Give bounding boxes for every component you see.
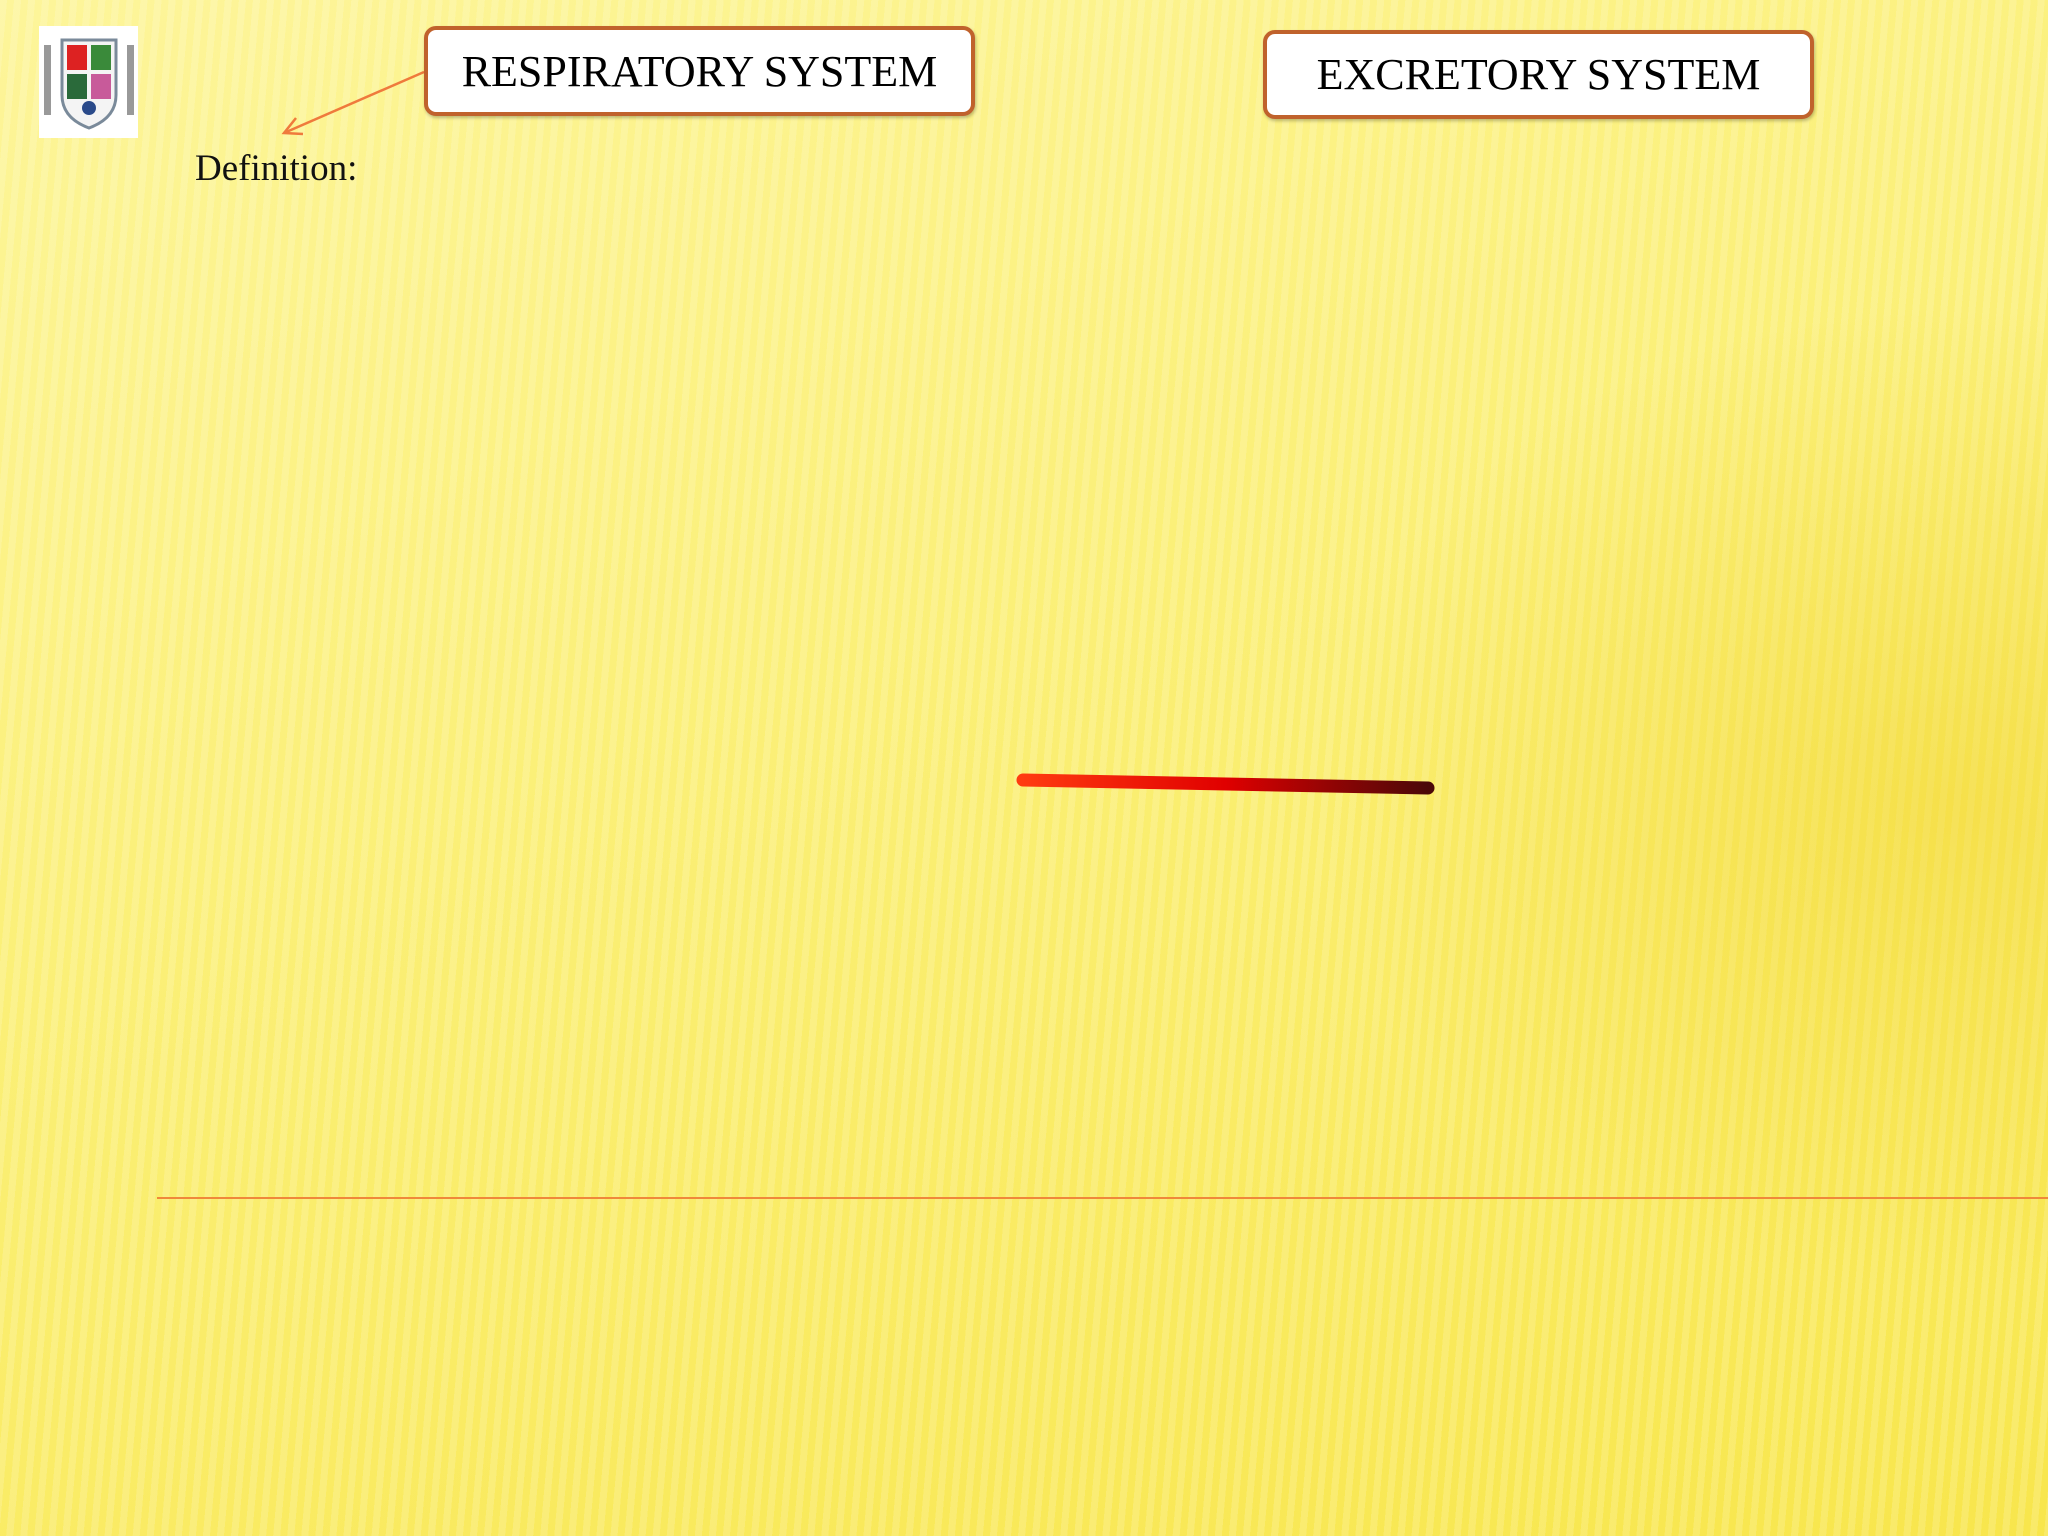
title-box: EXCRETORY SYSTEM — [1263, 30, 1814, 119]
arrow — [281, 70, 425, 136]
title-box: RESPIRATORY SYSTEM — [424, 26, 975, 116]
definition-label: Definition: — [195, 148, 358, 189]
connector-horizontal — [1016, 773, 1435, 795]
school-logo — [39, 26, 138, 138]
